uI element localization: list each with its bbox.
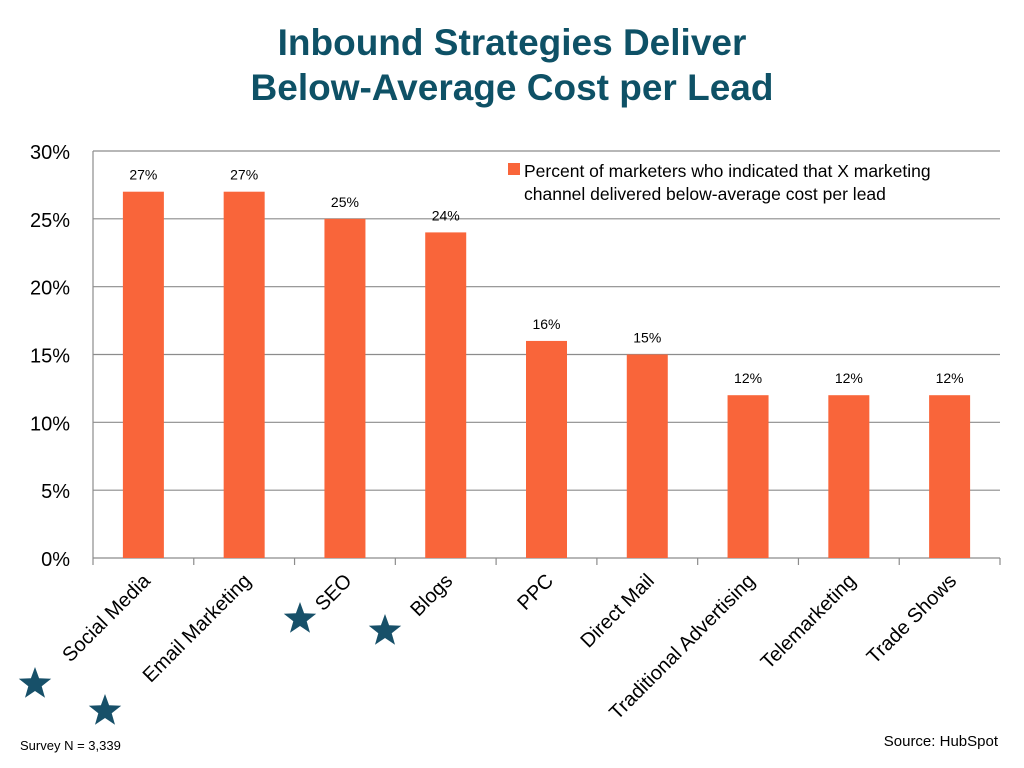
star-icon — [18, 667, 52, 698]
y-tick-label: 30% — [30, 142, 70, 164]
legend-label: Percent of marketers who indicated that … — [524, 161, 931, 181]
bar — [626, 354, 668, 558]
y-tick-label: 10% — [30, 413, 70, 435]
bar — [727, 395, 769, 558]
x-category-label: Telemarketing — [757, 570, 861, 674]
chart-title-line1: Inbound Strategies Deliver — [277, 22, 747, 63]
x-category-label: SEO — [311, 570, 356, 615]
data-label: 16% — [532, 316, 560, 332]
data-label: 12% — [936, 370, 964, 386]
survey-note: Survey N = 3,339 — [20, 738, 121, 753]
x-category-label: Email Marketing — [139, 570, 256, 687]
data-label: 12% — [835, 370, 863, 386]
bar — [526, 340, 567, 558]
legend-label: channel delivered below-average cost per… — [524, 184, 886, 204]
star-icon — [283, 602, 317, 633]
chart-title-line2: Below-Average Cost per Lead — [250, 67, 774, 108]
bar — [828, 395, 870, 558]
bar — [324, 218, 366, 559]
x-category-label: Social Media — [58, 569, 155, 666]
data-label: 27% — [230, 167, 258, 183]
legend-swatch — [508, 163, 520, 175]
star-icon — [368, 614, 402, 645]
star-icon — [88, 694, 122, 725]
data-label: 15% — [633, 330, 661, 346]
data-label: 25% — [331, 194, 359, 210]
bar — [425, 232, 467, 558]
y-tick-label: 20% — [30, 278, 70, 300]
bar — [223, 191, 265, 558]
bar — [122, 191, 164, 558]
bar — [929, 395, 971, 558]
source-note: Source: HubSpot — [883, 733, 998, 750]
x-category-label: Direct Mail — [576, 570, 658, 652]
x-category-label: Trade Shows — [863, 570, 961, 668]
y-tick-label: 0% — [41, 549, 70, 571]
y-tick-label: 25% — [30, 210, 70, 232]
data-label: 12% — [734, 370, 762, 386]
data-label: 27% — [129, 167, 157, 183]
x-category-label: PPC — [513, 570, 558, 615]
y-tick-label: 15% — [30, 346, 70, 368]
x-category-label: Blogs — [406, 570, 457, 621]
y-tick-label: 5% — [41, 481, 70, 503]
data-label: 24% — [432, 207, 460, 223]
chart-title: Inbound Strategies Deliver Below-Average… — [0, 20, 1024, 110]
